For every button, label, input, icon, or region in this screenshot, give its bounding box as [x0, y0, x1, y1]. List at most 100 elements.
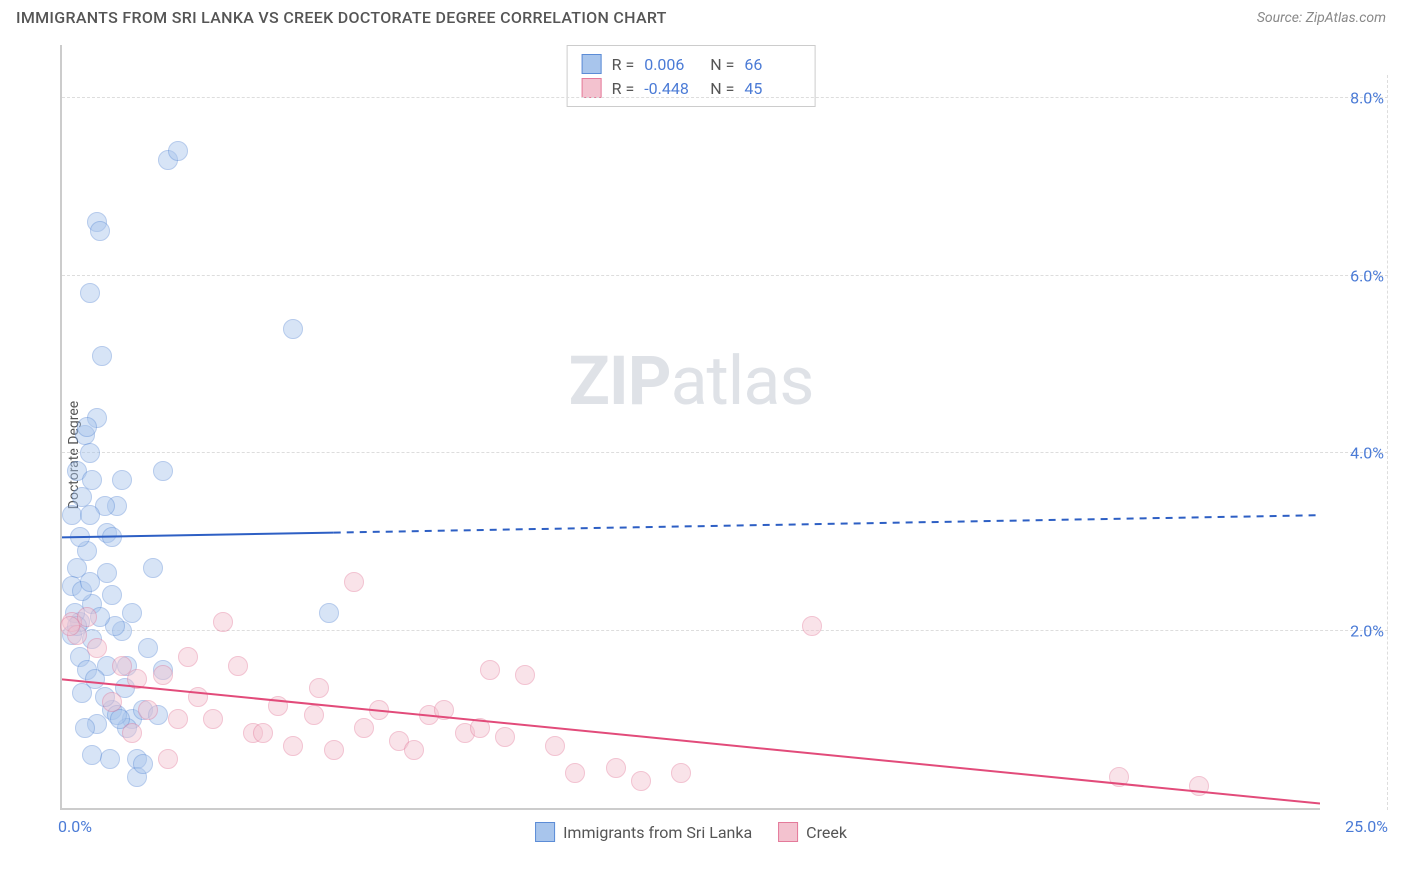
data-point [283, 736, 303, 756]
data-point [309, 678, 329, 698]
data-point [188, 687, 208, 707]
data-point [1189, 776, 1209, 796]
r-label2: R = [612, 79, 635, 98]
plot-area: ZIPatlas R = 0.006 N = 66 R = -0.448 N =… [60, 45, 1320, 810]
data-point [77, 417, 97, 437]
data-point [213, 612, 233, 632]
data-point [82, 470, 102, 490]
data-point [470, 718, 490, 738]
swatch-blue [582, 54, 602, 74]
data-point [102, 585, 122, 605]
data-point [671, 763, 691, 783]
data-point [82, 745, 102, 765]
data-point [1109, 767, 1129, 787]
data-point [324, 740, 344, 760]
chart-title: IMMIGRANTS FROM SRI LANKA VS CREEK DOCTO… [16, 8, 667, 27]
legend-label-blue: Immigrants from Sri Lanka [563, 823, 752, 842]
data-point [168, 709, 188, 729]
data-point [268, 696, 288, 716]
data-point [92, 346, 112, 366]
data-point [138, 638, 158, 658]
data-point [133, 754, 153, 774]
data-point [515, 665, 535, 685]
chart-header: IMMIGRANTS FROM SRI LANKA VS CREEK DOCTO… [0, 0, 1406, 37]
n-value-pink: 45 [744, 79, 800, 98]
right-border [1387, 75, 1388, 810]
data-point [319, 603, 339, 623]
data-point [304, 705, 324, 725]
swatch-pink [582, 78, 602, 98]
data-point [631, 771, 651, 791]
data-point [344, 572, 364, 592]
legend-swatch-blue [535, 822, 555, 842]
y-tick-label: 4.0% [1350, 444, 1384, 463]
data-point [802, 616, 822, 636]
data-point [153, 461, 173, 481]
gridline [62, 452, 1388, 453]
x-tick-label: 0.0% [58, 817, 92, 836]
legend-item-blue: Immigrants from Sri Lanka [535, 822, 752, 842]
data-point [283, 319, 303, 339]
chart-container: Doctorate Degree ZIPatlas R = 0.006 N = … [16, 37, 1390, 872]
data-point [354, 718, 374, 738]
r-value-pink: -0.448 [644, 79, 700, 98]
data-point [75, 718, 95, 738]
x-tick-label: 25.0% [1345, 817, 1388, 836]
data-point [545, 736, 565, 756]
data-point [80, 283, 100, 303]
bottom-legend: Immigrants from Sri Lanka Creek [535, 822, 847, 842]
data-point [60, 616, 80, 636]
data-point [138, 700, 158, 720]
data-point [90, 221, 110, 241]
chart-source: Source: ZipAtlas.com [1257, 10, 1386, 26]
data-point [102, 527, 122, 547]
data-point [480, 660, 500, 680]
data-point [112, 470, 132, 490]
r-value-blue: 0.006 [644, 55, 700, 74]
data-point [100, 749, 120, 769]
gridline [62, 630, 1388, 631]
data-point [102, 692, 122, 712]
data-point [565, 763, 585, 783]
data-point [404, 740, 424, 760]
data-point [369, 700, 389, 720]
y-tick-label: 6.0% [1350, 266, 1384, 285]
gridline [62, 97, 1388, 98]
stats-row-blue: R = 0.006 N = 66 [582, 52, 801, 76]
data-point [143, 558, 163, 578]
n-label2: N = [710, 79, 734, 98]
data-point [158, 749, 178, 769]
gridline [62, 275, 1388, 276]
n-value-blue: 66 [744, 55, 800, 74]
data-point [97, 563, 117, 583]
data-point [80, 443, 100, 463]
data-point [70, 527, 90, 547]
data-point [80, 505, 100, 525]
legend-label-pink: Creek [806, 823, 847, 842]
data-point [153, 665, 173, 685]
legend-item-pink: Creek [778, 822, 847, 842]
data-point [85, 669, 105, 689]
r-label: R = [612, 55, 635, 74]
data-point [168, 141, 188, 161]
trend-line-dashed [334, 515, 1320, 532]
n-label: N = [710, 55, 734, 74]
data-point [495, 727, 515, 747]
watermark-light: atlas [671, 341, 814, 421]
trend-layer [62, 45, 1320, 808]
data-point [122, 723, 142, 743]
data-point [178, 647, 198, 667]
data-point [122, 603, 142, 623]
data-point [77, 607, 97, 627]
y-tick-label: 8.0% [1350, 89, 1384, 108]
data-point [228, 656, 248, 676]
data-point [434, 700, 454, 720]
y-tick-label: 2.0% [1350, 621, 1384, 640]
data-point [606, 758, 626, 778]
legend-swatch-pink [778, 822, 798, 842]
watermark: ZIPatlas [569, 341, 814, 421]
data-point [203, 709, 223, 729]
data-point [87, 638, 107, 658]
data-point [253, 723, 273, 743]
watermark-bold: ZIP [569, 341, 671, 421]
